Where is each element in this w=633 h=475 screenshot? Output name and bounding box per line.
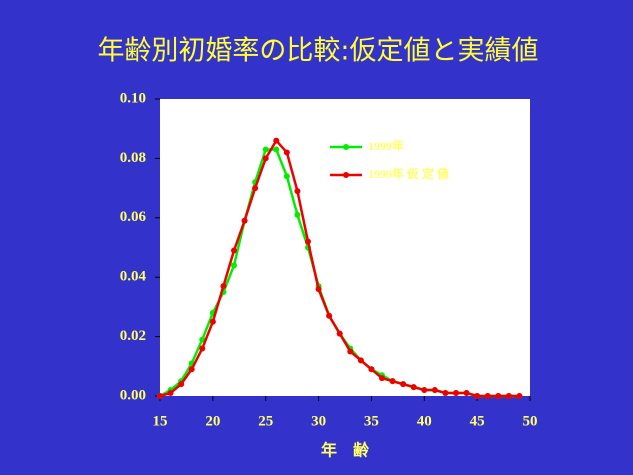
- data-point: [167, 390, 174, 397]
- y-tick-label: 0.06: [120, 209, 147, 225]
- x-tick-label: 20: [205, 413, 220, 429]
- data-point: [231, 247, 237, 254]
- legend-label: 1999年: [368, 138, 404, 153]
- data-point: [453, 390, 459, 397]
- y-tick-label: 0.02: [120, 328, 146, 344]
- x-tick-label: 15: [153, 413, 168, 429]
- y-tick-label: 0.08: [120, 150, 146, 166]
- data-point: [484, 393, 491, 399]
- data-point: [410, 384, 417, 391]
- data-point: [199, 336, 206, 343]
- data-point: [188, 366, 195, 373]
- data-point: [241, 217, 248, 224]
- data-point: [294, 211, 301, 218]
- data-point: [199, 345, 206, 352]
- data-point: [389, 378, 396, 385]
- data-point: [262, 155, 269, 162]
- data-point: [178, 381, 185, 388]
- data-point: [220, 283, 227, 290]
- legend-marker: [343, 172, 349, 178]
- data-point: [273, 146, 280, 153]
- data-point: [209, 318, 216, 325]
- data-point: [336, 330, 343, 337]
- data-point: [305, 238, 311, 245]
- data-point: [283, 173, 290, 180]
- data-point: [315, 286, 322, 293]
- data-point: [326, 312, 333, 319]
- data-point: [294, 188, 301, 195]
- data-point: [157, 393, 163, 399]
- data-point: [505, 393, 512, 399]
- data-point: [421, 387, 428, 394]
- data-point: [347, 348, 354, 355]
- data-point: [357, 357, 364, 364]
- x-tick-label: 50: [523, 413, 538, 429]
- data-point: [368, 366, 375, 373]
- data-point: [400, 381, 407, 388]
- legend-marker: [343, 144, 349, 150]
- x-tick-label: 40: [417, 413, 432, 429]
- x-tick-label: 25: [258, 413, 273, 429]
- y-tick-label: 0.10: [120, 90, 146, 106]
- data-point: [273, 137, 280, 144]
- x-tick-label: 45: [470, 413, 485, 429]
- chart-title: 年齢別初婚率の比較:仮定値と実績値: [97, 36, 538, 67]
- data-point: [262, 146, 269, 153]
- x-axis-title: 年 齢: [321, 441, 370, 460]
- x-tick-label: 30: [311, 413, 326, 429]
- x-tick-label: 35: [364, 413, 379, 429]
- y-tick-label: 0.00: [120, 387, 146, 403]
- y-tick-label: 0.04: [120, 269, 147, 285]
- data-point: [283, 149, 290, 156]
- data-point: [431, 387, 438, 394]
- data-point: [495, 393, 502, 399]
- data-point: [252, 185, 259, 192]
- data-point: [474, 393, 481, 399]
- data-point: [442, 390, 449, 397]
- legend-label: 1999年 仮 定 値: [368, 166, 449, 181]
- data-point: [379, 375, 385, 382]
- plot-area: [160, 99, 530, 396]
- data-point: [463, 390, 470, 397]
- data-point: [231, 262, 237, 269]
- data-point: [516, 393, 523, 399]
